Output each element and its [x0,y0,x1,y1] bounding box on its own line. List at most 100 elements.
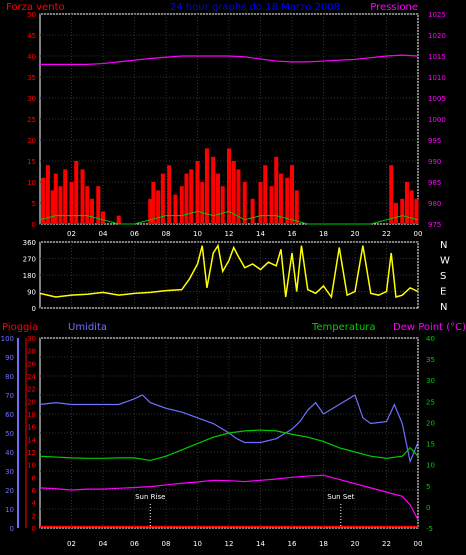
wind-bar [200,182,205,224]
wind-bar [179,186,184,224]
wind-bar [400,198,405,224]
x-tick-label: 02 [67,230,76,238]
wind-bar [393,203,398,224]
wind-tick-label: 50 [27,11,36,19]
direction-tick-label: 180 [23,272,36,280]
wind-bar [173,194,178,224]
pressure-title: Pressione [370,2,418,13]
temperature-label: Temperatura [311,322,376,333]
humidity-tick-label: 20 [5,487,14,495]
wind-bar [41,177,46,224]
rain-tick-label: 8 [32,474,36,482]
wind-tick-label: 25 [27,116,36,124]
x-tick-label: 18 [319,540,328,548]
wind-bar [227,148,231,224]
wind-bar [242,182,247,224]
wind-bar [184,173,189,224]
x-tick-label: 04 [99,540,108,548]
rain-tick-label: 2 [32,512,36,520]
x-tick-label: 02 [67,540,76,548]
wind-tick-label: 15 [27,158,36,166]
x-tick-label: 04 [99,230,108,238]
humidity-tick-label: 50 [5,430,14,438]
direction-tick-label: 270 [23,256,36,264]
wind-bar [101,211,105,224]
direction-line [39,243,419,299]
wind-bar [195,161,200,224]
wind-bar [250,198,255,224]
wind-bar [389,165,394,224]
rain-tick-label: 24 [27,373,36,381]
wind-bar [236,169,241,224]
x-tick-label: 22 [382,230,391,238]
x-tick-label: 10 [193,540,202,548]
wind-bar [167,165,172,224]
wind-bar [80,169,85,224]
wind-bar [285,177,290,224]
wind-bar [156,190,161,224]
wind-bar [290,165,294,224]
x-tick-label: 14 [256,230,265,238]
wind-bar [231,161,236,224]
humidity-tick-label: 60 [5,411,14,419]
x-tick-label: 08 [162,230,171,238]
temp-tick-label: 0 [426,504,430,512]
wind-bar [263,165,268,224]
temp-tick-label: 15 [426,441,435,449]
pressure-tick-label: 1025 [428,11,446,19]
x-tick-label: 06 [130,540,139,548]
pressure-line [40,54,419,66]
wind-tick-label: 10 [27,179,36,187]
wind-bar [274,156,279,224]
x-tick-label: 00 [414,230,423,238]
sun-set-label: Sun Set [327,493,354,501]
rain-tick-label: 6 [32,487,37,495]
x-tick-label: 08 [162,540,171,548]
wind-bar [116,215,121,224]
wind-bar [151,182,156,224]
pressure-tick-label: 990 [428,158,441,166]
pressure-tick-label: 1015 [428,53,446,61]
humidity-line [39,394,419,464]
x-tick-label: 20 [351,540,360,548]
temp-tick-label: 35 [426,356,435,364]
direction-tick-label: 90 [27,289,36,297]
wind-bar [58,186,63,224]
humidity-tick-label: 70 [5,392,14,400]
rain-tick-label: 20 [27,398,36,406]
wind-tick-label: 35 [27,74,36,82]
wind-bar [278,173,283,224]
rain-label: Pioggia [2,322,38,333]
x-tick-label: 00 [414,540,423,548]
x-tick-label: 12 [225,540,234,548]
rain-tick-label: 12 [27,449,36,457]
wind-bar [409,190,414,224]
pressure-tick-label: 1010 [428,74,446,82]
humidity-tick-label: 0 [10,525,14,533]
wind-bar [69,182,74,224]
temp-tick-label: 20 [426,419,435,427]
temp-tick-label: 30 [426,377,435,385]
temp-tick-label: 40 [426,335,435,343]
pressure-tick-label: 1020 [428,32,446,40]
rain-tick-label: 14 [27,436,36,444]
wind-bar [189,169,194,224]
wind-bar [211,156,216,224]
temp-tick-label: 10 [426,462,435,470]
gust-line [39,210,419,225]
rain-tick-label: 18 [27,411,36,419]
wind-bar [215,173,220,224]
pressure-tick-label: 1005 [428,95,446,103]
humidity-tick-label: 80 [5,373,14,381]
humidity-tick-label: 90 [5,354,14,362]
compass-label: N [440,240,447,251]
rain-tick-label: 16 [27,424,36,432]
x-tick-label: 22 [382,540,391,548]
wind-tick-label: 0 [32,221,36,229]
x-tick-label: 10 [193,230,202,238]
wind-bar [404,182,409,224]
x-tick-label: 12 [225,230,234,238]
wind-bar [204,148,209,224]
humidity-tick-label: 100 [1,335,14,343]
